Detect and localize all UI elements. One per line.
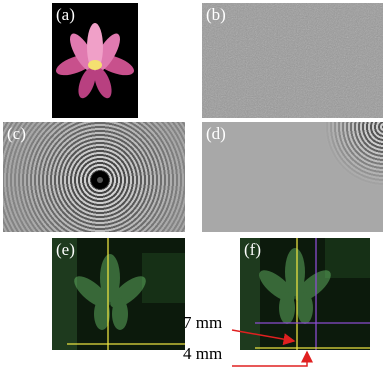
arrows	[0, 0, 383, 377]
figure: (a) (b) (c) (d) (e)	[0, 0, 383, 377]
